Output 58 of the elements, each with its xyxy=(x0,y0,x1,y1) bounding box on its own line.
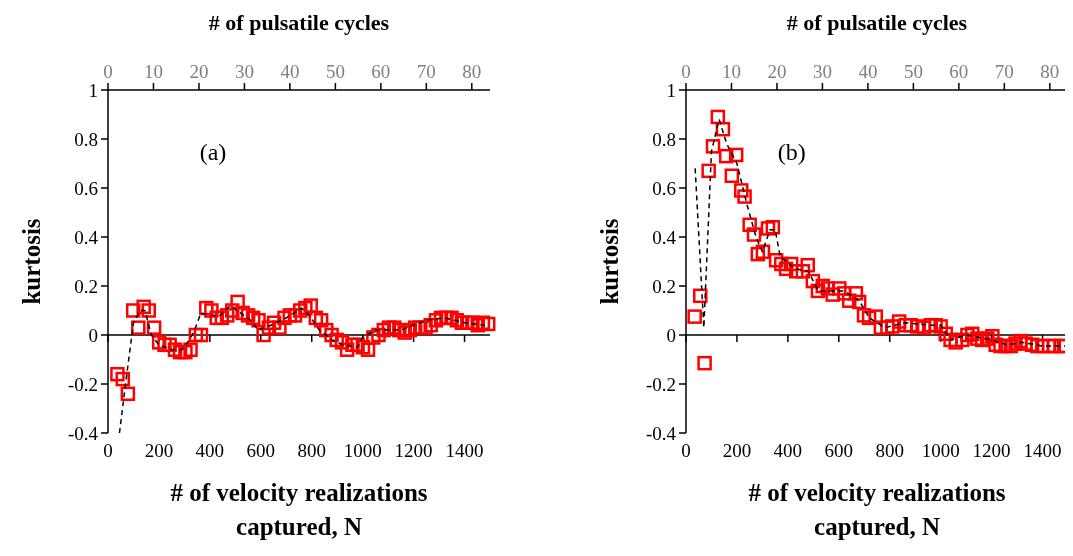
y-tick-label: 1 xyxy=(88,79,98,101)
x2-tick-label: 20 xyxy=(767,61,787,82)
x2-tick-label: 40 xyxy=(858,61,878,82)
x-tick-label: 800 xyxy=(297,440,326,461)
y-axis-title: kurtosis xyxy=(18,218,45,305)
x2-tick-label: 30 xyxy=(812,61,832,82)
y-tick-label: 0.6 xyxy=(652,177,676,199)
y-tick-label: 0 xyxy=(88,324,98,346)
x-tick-label: 1000 xyxy=(343,440,382,461)
x-tick-label: 0 xyxy=(681,440,691,461)
x2-tick-label: 80 xyxy=(462,61,482,82)
x2-tick-label: 10 xyxy=(721,61,741,82)
x2-tick-label: 70 xyxy=(994,61,1014,82)
y-tick-label: 0.8 xyxy=(652,128,676,150)
y-tick-label: 0.2 xyxy=(652,275,676,297)
x-tick-label: 800 xyxy=(875,440,904,461)
y-tick-label: -0.4 xyxy=(645,422,677,444)
y-tick-label: 0.4 xyxy=(74,226,99,248)
x2-tick-label: 40 xyxy=(280,61,300,82)
x-tick-label: 1200 xyxy=(394,440,433,461)
y-tick-label: 0.2 xyxy=(74,275,98,297)
y-tick-label: 0 xyxy=(666,324,676,346)
x-tick-label: 600 xyxy=(824,440,854,461)
x2-tick-label: 70 xyxy=(416,61,436,82)
x2-tick-label: 60 xyxy=(371,61,391,82)
x-tick-label: 200 xyxy=(144,440,174,461)
x-tick-label: 0 xyxy=(103,440,113,461)
x2-tick-label: 0 xyxy=(103,61,113,82)
y-tick-label: 1 xyxy=(666,79,676,101)
annotation: (b) xyxy=(777,139,806,165)
y-tick-label: 0.8 xyxy=(74,128,98,150)
x-tick-label: 1000 xyxy=(921,440,960,461)
x-axis-title: # of velocity realizations captured, N xyxy=(748,479,1006,540)
x-tick-label: 400 xyxy=(195,440,225,461)
x2-tick-label: 60 xyxy=(949,61,969,82)
x-tick-label: 400 xyxy=(773,440,803,461)
x-tick-label: 1400 xyxy=(1023,440,1062,461)
x2-tick-label: 20 xyxy=(189,61,209,82)
x2-axis-title: # of pulsatile cycles xyxy=(208,10,390,35)
x2-tick-label: 30 xyxy=(234,61,254,82)
x-tick-label: 1200 xyxy=(972,440,1011,461)
x2-tick-label: 50 xyxy=(903,61,923,82)
x2-axis-title: # of pulsatile cycles xyxy=(786,10,968,35)
x-tick-label: 600 xyxy=(246,440,276,461)
y-tick-label: -0.4 xyxy=(67,422,99,444)
y-tick-label: 0.4 xyxy=(652,226,677,248)
x-axis-title: # of velocity realizations captured, N xyxy=(170,479,428,540)
x-tick-label: 200 xyxy=(722,440,752,461)
x2-tick-label: 80 xyxy=(1040,61,1060,82)
y-axis-title: kurtosis xyxy=(596,218,623,305)
y-tick-label: -0.2 xyxy=(67,373,98,395)
x2-tick-label: 0 xyxy=(681,61,691,82)
x2-tick-label: 50 xyxy=(325,61,345,82)
annotation: (a) xyxy=(199,139,227,165)
x-tick-label: 1400 xyxy=(445,440,484,461)
x2-tick-label: 10 xyxy=(143,61,163,82)
y-tick-label: -0.2 xyxy=(645,373,676,395)
y-tick-label: 0.6 xyxy=(74,177,98,199)
